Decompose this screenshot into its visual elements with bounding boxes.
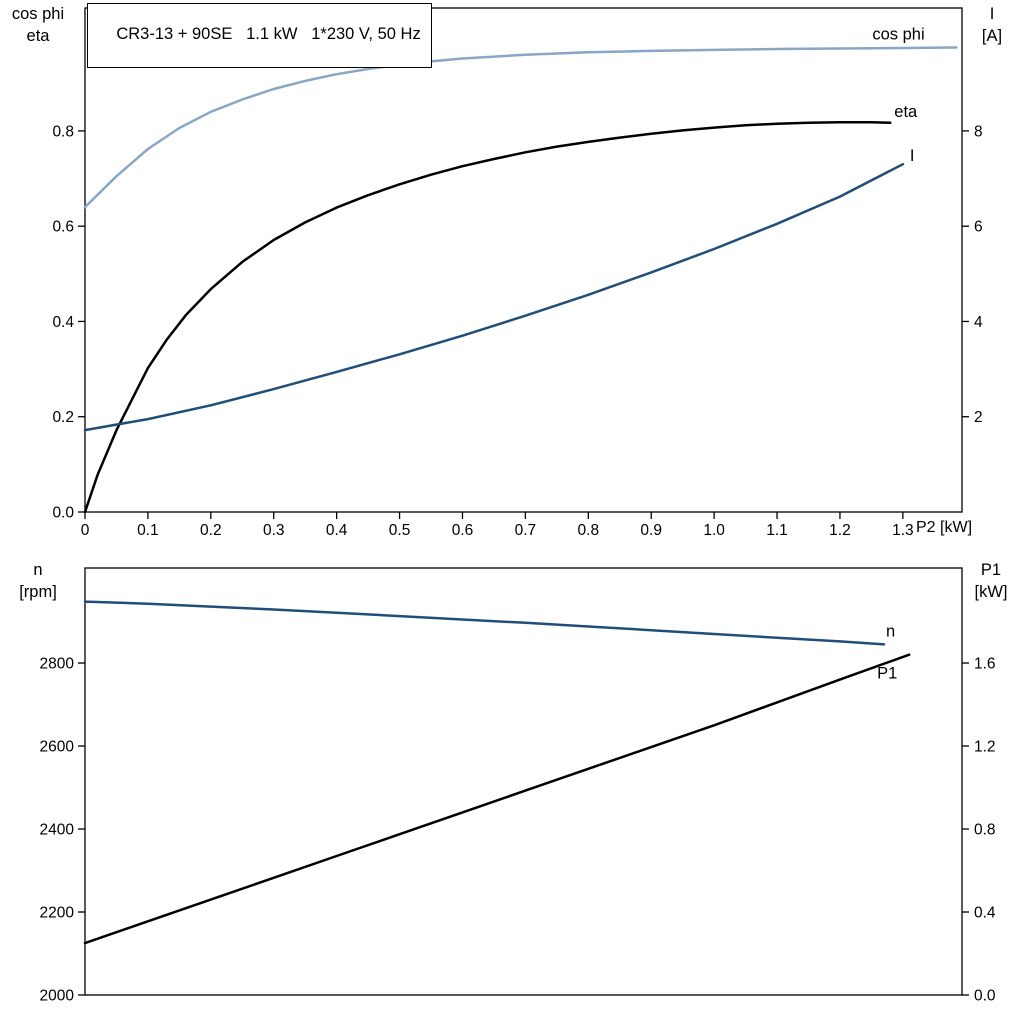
curve-label-speed: n	[886, 622, 895, 640]
left-tick-label: 2600	[40, 739, 75, 756]
chart-title: CR3-13 + 90SE 1.1 kW 1*230 V, 50 Hz	[116, 25, 421, 43]
right-tick-label: 8	[974, 123, 983, 140]
left-axis-title-line2: eta	[26, 27, 50, 45]
right-tick-label: 1.6	[974, 656, 996, 673]
curve-eta	[83, 121, 892, 514]
left-tick-label: 0.4	[52, 314, 74, 331]
top-left-axis-title: cos phi eta	[2, 3, 74, 47]
speed-power-chart: 2000 2200 2400 2600 2800 0.0 0.4 0.8 1.2 1.6 n P1	[40, 567, 996, 1005]
curve-input-power	[83, 653, 911, 945]
left-tick-label: 2000	[40, 988, 75, 1005]
right-tick-label: 0.0	[974, 988, 996, 1005]
left-tick-label: 0.6	[52, 219, 74, 236]
speed-axis-title-line2: [rpm]	[19, 583, 57, 601]
curve-label-cos-phi: cos phi	[872, 26, 924, 44]
right-tick-label: 4	[974, 314, 983, 331]
x-tick-label: 0.7	[515, 522, 537, 539]
right-tick-label: 2	[974, 409, 983, 426]
chart-title-box: CR3-13 + 90SE 1.1 kW 1*230 V, 50 Hz	[87, 3, 432, 68]
x-tick-label: 1.1	[766, 522, 788, 539]
x-tick-label: 0.9	[640, 522, 662, 539]
right-tick-label: 0.8	[974, 822, 996, 839]
left-tick-label: 0.2	[52, 409, 74, 426]
curve-speed	[83, 600, 886, 646]
x-tick-label: 0.3	[263, 522, 285, 539]
left-tick-label: 2800	[40, 656, 75, 673]
right-tick-label: 0.4	[974, 905, 996, 922]
x-tick-label: 0.1	[137, 522, 159, 539]
x-tick-label: 0.8	[578, 522, 600, 539]
speed-axis-title-line1: n	[33, 561, 43, 579]
right-tick-label: 1.2	[974, 739, 996, 756]
curve-label-input-power: P1	[877, 665, 897, 683]
left-tick-label: 2400	[40, 822, 75, 839]
right-axis-title-line1: I	[989, 5, 995, 23]
bottom-right-axis-title: P1 [kW]	[962, 559, 1020, 603]
right-axis-title-line2: [A]	[981, 27, 1003, 45]
curve-label-eta: eta	[894, 103, 918, 121]
left-tick-label: 0.8	[52, 123, 74, 140]
curve-current	[83, 162, 905, 432]
power-axis-title-line1: P1	[980, 561, 1002, 579]
power-axis-title-line2: [kW]	[974, 583, 1008, 601]
plot-border	[84, 7, 963, 513]
x-tick-label: 0.5	[389, 522, 411, 539]
curve-cos-phi	[83, 46, 958, 209]
x-tick-label: 1.3	[892, 522, 914, 539]
right-tick-label: 6	[974, 219, 983, 236]
x-tick-label: 1.0	[703, 522, 725, 539]
x-tick-label: 1.2	[829, 522, 851, 539]
x-tick-label: 0.6	[452, 522, 474, 539]
left-tick-label: 2200	[40, 905, 75, 922]
x-axis-unit-label: P2 [kW]	[916, 519, 973, 536]
curve-label-current: I	[910, 147, 915, 165]
x-tick-label: 0.2	[200, 522, 222, 539]
x-tick-label: 0	[81, 522, 90, 539]
motor-performance-chart: 0 0.1 0.2 0.3 0.4 0.5 0.6 0.7 0.8 0.9 1.0 1.1 1.2 1.3…	[52, 7, 983, 539]
left-axis-title-line1: cos phi	[11, 5, 65, 23]
left-tick-label: 0.0	[52, 505, 74, 522]
bottom-left-axis-title: n [rpm]	[4, 559, 72, 603]
x-tick-label: 0.4	[326, 522, 348, 539]
plot-border	[84, 567, 963, 996]
top-right-axis-title: I [A]	[964, 3, 1020, 47]
